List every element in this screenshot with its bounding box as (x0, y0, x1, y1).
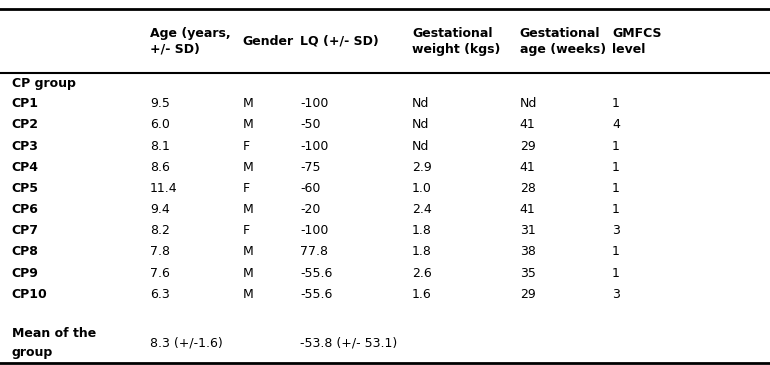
Text: 1: 1 (612, 97, 620, 110)
Text: Nd: Nd (412, 139, 430, 153)
Text: -60: -60 (300, 182, 320, 195)
Text: 7.8: 7.8 (150, 245, 170, 258)
Text: 1.6: 1.6 (412, 288, 432, 301)
Text: -100: -100 (300, 97, 329, 110)
Text: 77.8: 77.8 (300, 245, 328, 258)
Text: 1.8: 1.8 (412, 245, 432, 258)
Text: M: M (243, 118, 253, 131)
Text: 1: 1 (612, 245, 620, 258)
Text: CP4: CP4 (12, 161, 38, 174)
Text: CP2: CP2 (12, 118, 38, 131)
Text: 29: 29 (520, 288, 535, 301)
Text: 31: 31 (520, 224, 535, 237)
Text: 3: 3 (612, 288, 620, 301)
Text: 41: 41 (520, 161, 535, 174)
Text: 1: 1 (612, 266, 620, 280)
Text: -75: -75 (300, 161, 321, 174)
Text: group: group (12, 346, 53, 359)
Text: M: M (243, 161, 253, 174)
Text: GMFCS
level: GMFCS level (612, 27, 661, 55)
Text: Nd: Nd (520, 97, 537, 110)
Text: 2.6: 2.6 (412, 266, 432, 280)
Text: 6.0: 6.0 (150, 118, 170, 131)
Text: M: M (243, 266, 253, 280)
Text: 9.4: 9.4 (150, 203, 170, 216)
Text: 8.1: 8.1 (150, 139, 170, 153)
Text: Nd: Nd (412, 118, 430, 131)
Text: 38: 38 (520, 245, 536, 258)
Text: -55.6: -55.6 (300, 288, 333, 301)
Text: CP3: CP3 (12, 139, 38, 153)
Text: CP10: CP10 (12, 288, 47, 301)
Text: F: F (243, 182, 249, 195)
Text: LQ (+/- SD): LQ (+/- SD) (300, 35, 379, 47)
Text: CP7: CP7 (12, 224, 38, 237)
Text: 29: 29 (520, 139, 535, 153)
Text: 6.3: 6.3 (150, 288, 170, 301)
Text: 8.2: 8.2 (150, 224, 170, 237)
Text: 9.5: 9.5 (150, 97, 170, 110)
Text: CP group: CP group (12, 77, 75, 89)
Text: M: M (243, 203, 253, 216)
Text: Gestational
age (weeks): Gestational age (weeks) (520, 27, 606, 55)
Text: CP8: CP8 (12, 245, 38, 258)
Text: 2.9: 2.9 (412, 161, 432, 174)
Text: CP5: CP5 (12, 182, 38, 195)
Text: 3: 3 (612, 224, 620, 237)
Text: 2.4: 2.4 (412, 203, 432, 216)
Text: 1.0: 1.0 (412, 182, 432, 195)
Text: -100: -100 (300, 224, 329, 237)
Text: 4: 4 (612, 118, 620, 131)
Text: -55.6: -55.6 (300, 266, 333, 280)
Text: 1: 1 (612, 139, 620, 153)
Text: 1.8: 1.8 (412, 224, 432, 237)
Text: Nd: Nd (412, 97, 430, 110)
Text: 1: 1 (612, 182, 620, 195)
Text: 1: 1 (612, 161, 620, 174)
Text: 41: 41 (520, 203, 535, 216)
Text: 35: 35 (520, 266, 536, 280)
Text: Gestational
weight (kgs): Gestational weight (kgs) (412, 27, 501, 55)
Text: CP1: CP1 (12, 97, 38, 110)
Text: -20: -20 (300, 203, 320, 216)
Text: CP6: CP6 (12, 203, 38, 216)
Text: M: M (243, 97, 253, 110)
Text: M: M (243, 288, 253, 301)
Text: Age (years,
+/- SD): Age (years, +/- SD) (150, 27, 231, 55)
Text: -100: -100 (300, 139, 329, 153)
Text: 41: 41 (520, 118, 535, 131)
Text: Gender: Gender (243, 35, 293, 47)
Text: Mean of the: Mean of the (12, 327, 95, 341)
Text: 8.3 (+/-1.6): 8.3 (+/-1.6) (150, 337, 223, 350)
Text: -50: -50 (300, 118, 321, 131)
Text: 28: 28 (520, 182, 536, 195)
Text: -53.8 (+/- 53.1): -53.8 (+/- 53.1) (300, 337, 397, 350)
Text: 8.6: 8.6 (150, 161, 170, 174)
Text: 11.4: 11.4 (150, 182, 178, 195)
Text: M: M (243, 245, 253, 258)
Text: 1: 1 (612, 203, 620, 216)
Text: F: F (243, 139, 249, 153)
Text: CP9: CP9 (12, 266, 38, 280)
Text: 7.6: 7.6 (150, 266, 170, 280)
Text: F: F (243, 224, 249, 237)
